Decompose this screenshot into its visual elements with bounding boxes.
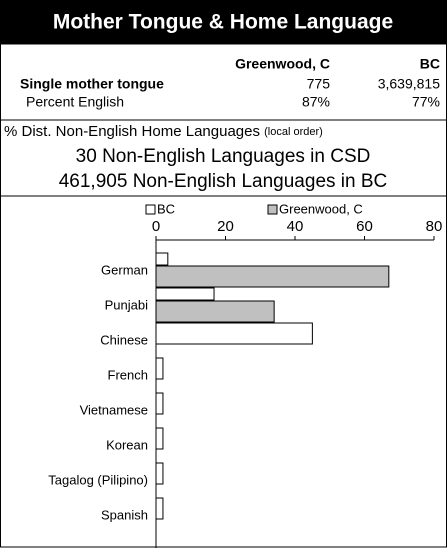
row-label: Percent English	[26, 94, 124, 110]
cell: 87%	[302, 94, 330, 110]
x-tick-label: 0	[152, 218, 160, 235]
bar	[155, 392, 164, 415]
category-label: Chinese	[100, 332, 148, 347]
category-label: Vietnamese	[80, 402, 148, 417]
cell: 3,639,815	[378, 76, 440, 92]
category-label: Punjabi	[105, 297, 148, 312]
x-tick-label: 40	[287, 218, 304, 235]
title: Mother Tongue & Home Language	[53, 11, 393, 34]
col-head: BC	[420, 56, 440, 72]
info-heading: % Dist. Non-English Home Languages (loca…	[4, 123, 323, 140]
bar	[155, 462, 164, 485]
title-bar	[0, 0, 447, 44]
legend-swatch	[145, 204, 156, 215]
bar	[155, 252, 169, 266]
row-label: Single mother tongue	[20, 76, 164, 92]
legend-swatch	[267, 204, 278, 215]
bar	[155, 497, 164, 520]
cell: 77%	[412, 94, 440, 110]
bar	[155, 265, 390, 288]
note: (local order)	[264, 126, 323, 138]
legend-label: Greenwood, C	[279, 201, 363, 216]
bar	[155, 322, 313, 345]
category-label: German	[101, 262, 148, 277]
x-tick-label: 80	[426, 218, 443, 235]
category-label: French	[108, 367, 148, 382]
col-head: Greenwood, C	[235, 56, 330, 72]
bar	[155, 427, 164, 450]
bar	[155, 287, 215, 301]
bar	[155, 300, 275, 323]
info-line: 461,905 Non-English Languages in BC	[59, 171, 388, 192]
x-tick-label: 60	[356, 218, 373, 235]
bar	[155, 357, 164, 380]
x-tick-label: 20	[217, 218, 234, 235]
category-label: Tagalog (Pilipino)	[48, 472, 148, 487]
info-line: 30 Non-English Languages in CSD	[76, 146, 371, 167]
category-label: Spanish	[101, 507, 148, 522]
category-label: Korean	[106, 437, 148, 452]
cell: 775	[307, 76, 331, 92]
heading: % Dist. Non-English Home Languages	[4, 123, 260, 140]
legend-label: BC	[157, 201, 175, 216]
